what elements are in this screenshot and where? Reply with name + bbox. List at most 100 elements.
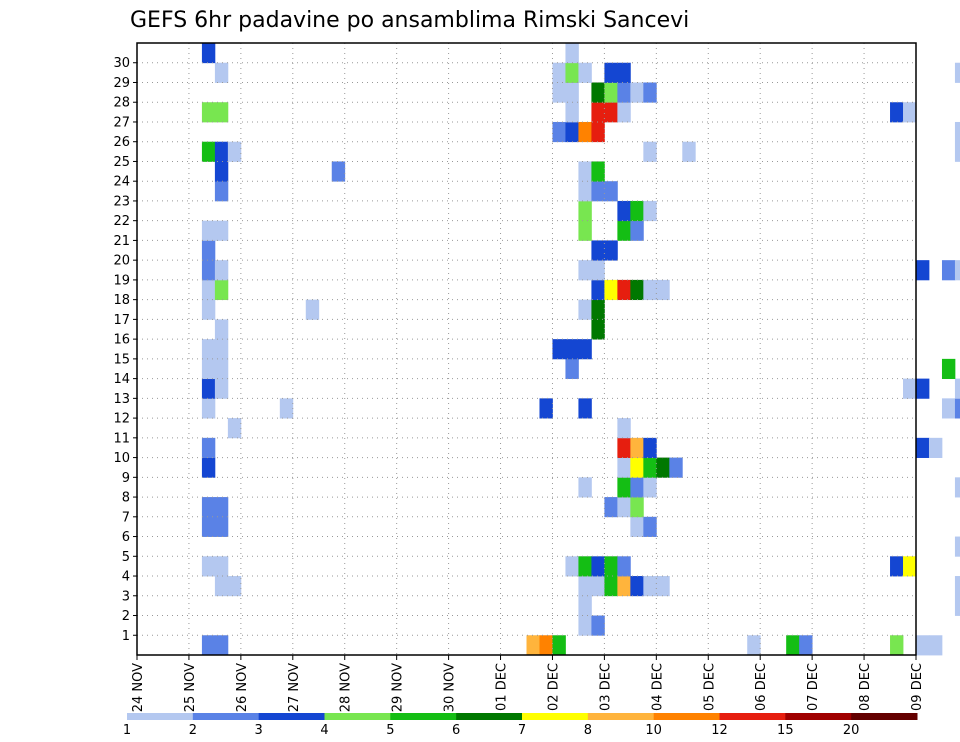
- heatmap-cell: [201, 398, 216, 419]
- colorbar-segment: [587, 713, 655, 720]
- colorbar-segment: [456, 713, 523, 720]
- heatmap-cell: [604, 576, 618, 597]
- x-tick-label: 01 DEC: [495, 663, 510, 711]
- y-tick-label: 2: [122, 609, 130, 624]
- heatmap-cell: [565, 358, 579, 380]
- y-tick-label: 5: [122, 550, 130, 565]
- heatmap-cell: [214, 358, 229, 380]
- plot-frame: [136, 42, 917, 656]
- heatmap-cell: [552, 635, 566, 656]
- heatmap-cell: [578, 595, 592, 616]
- colorbar-label: 7: [518, 723, 526, 738]
- y-tick-label: 19: [113, 273, 130, 288]
- heatmap-cell: [591, 161, 605, 182]
- heatmap-cell: [591, 279, 605, 301]
- heatmap-cell: [565, 102, 579, 123]
- heatmap-cell: [591, 240, 605, 261]
- y-tick-label: 30: [113, 56, 130, 71]
- heatmap-cell: [954, 398, 960, 419]
- x-tick-label: 28 NOV: [339, 663, 354, 712]
- heatmap-cell: [201, 279, 216, 301]
- heatmap-cell: [214, 141, 229, 162]
- heatmap-cell: [565, 82, 579, 103]
- heatmap-cell: [617, 457, 631, 478]
- heatmap-cell: [578, 398, 592, 419]
- heatmap-cell: [578, 477, 592, 498]
- heatmap-cell: [630, 220, 644, 241]
- colorbar-segment: [390, 713, 457, 720]
- colorbar-label: 6: [452, 723, 460, 738]
- heatmap-cell: [214, 497, 229, 518]
- heatmap-cell: [669, 457, 683, 478]
- heatmap-cell: [331, 161, 346, 182]
- grid-lines: [137, 43, 916, 655]
- heatmap-cell: [617, 62, 631, 83]
- y-tick-label: 12: [113, 412, 130, 427]
- heatmap-cell: [630, 576, 644, 597]
- colorbar-label: 15: [777, 723, 794, 738]
- heatmap-cell: [604, 556, 618, 577]
- heatmap-cell: [578, 260, 592, 281]
- colorbar-label: 20: [843, 723, 860, 738]
- heatmap-cell: [591, 319, 605, 340]
- heatmap-cell: [227, 141, 242, 162]
- heatmap-cell: [305, 299, 320, 320]
- colorbar-segment: [258, 713, 325, 720]
- y-tick-label: 3: [122, 589, 130, 604]
- heatmap-cell: [954, 141, 960, 162]
- heatmap-cell: [630, 457, 644, 478]
- colorbar-segment: [192, 713, 260, 720]
- heatmap-cell: [630, 477, 644, 498]
- x-tick-label: 26 NOV: [235, 663, 250, 712]
- colorbar-label: 5: [386, 723, 394, 738]
- heatmap-cell: [591, 181, 605, 202]
- heatmap-cell: [643, 437, 657, 458]
- colorbar-segment: [653, 713, 720, 720]
- y-tick-label: 20: [113, 254, 130, 269]
- heatmap-cell: [591, 299, 605, 320]
- y-tick-label: 14: [113, 372, 130, 387]
- heatmap-cell: [214, 102, 229, 123]
- x-tick-label: 03 DEC: [598, 663, 613, 711]
- heatmap-cell: [954, 576, 960, 597]
- heatmap-cell: [954, 260, 960, 281]
- heatmap-cell: [578, 615, 592, 636]
- heatmap-cell: [539, 398, 553, 419]
- heatmap-cells: [201, 43, 960, 656]
- heatmap-cell: [227, 576, 242, 597]
- heatmap-cell: [617, 437, 631, 458]
- heatmap-cell: [201, 516, 216, 537]
- x-tick-label: 25 NOV: [183, 663, 198, 712]
- x-tick-label: 30 NOV: [443, 663, 458, 712]
- heatmap-cell: [578, 220, 592, 241]
- heatmap-cell: [578, 200, 592, 222]
- heatmap-cell: [201, 260, 216, 281]
- heatmap-cell: [656, 576, 670, 597]
- heatmap-cell: [941, 398, 956, 419]
- y-tick-label: 7: [122, 510, 130, 525]
- heatmap-cell: [539, 635, 553, 656]
- colorbar-label: 2: [189, 723, 197, 738]
- heatmap-cell: [630, 497, 644, 518]
- colorbar-label: 8: [584, 723, 592, 738]
- heatmap-cell: [201, 220, 216, 241]
- y-tick-label: 28: [113, 96, 130, 111]
- heatmap-cell: [604, 181, 618, 202]
- y-tick-label: 27: [113, 115, 130, 130]
- heatmap-cell: [201, 497, 216, 518]
- heatmap-cell: [201, 102, 216, 123]
- x-tick-label: 07 DEC: [806, 663, 821, 711]
- heatmap-cell: [201, 556, 216, 577]
- heatmap-cell: [578, 556, 592, 577]
- heatmap-cell: [954, 378, 960, 399]
- y-tick-label: 1: [122, 629, 130, 644]
- heatmap-cell: [643, 279, 657, 301]
- heatmap-cell: [565, 43, 579, 64]
- heatmap-cell: [604, 102, 618, 123]
- x-tick-label: 09 DEC: [910, 663, 925, 711]
- heatmap-cell: [578, 121, 592, 143]
- heatmap-cell: [604, 279, 618, 301]
- heatmap-cell: [552, 121, 566, 143]
- heatmap-cell: [591, 82, 605, 103]
